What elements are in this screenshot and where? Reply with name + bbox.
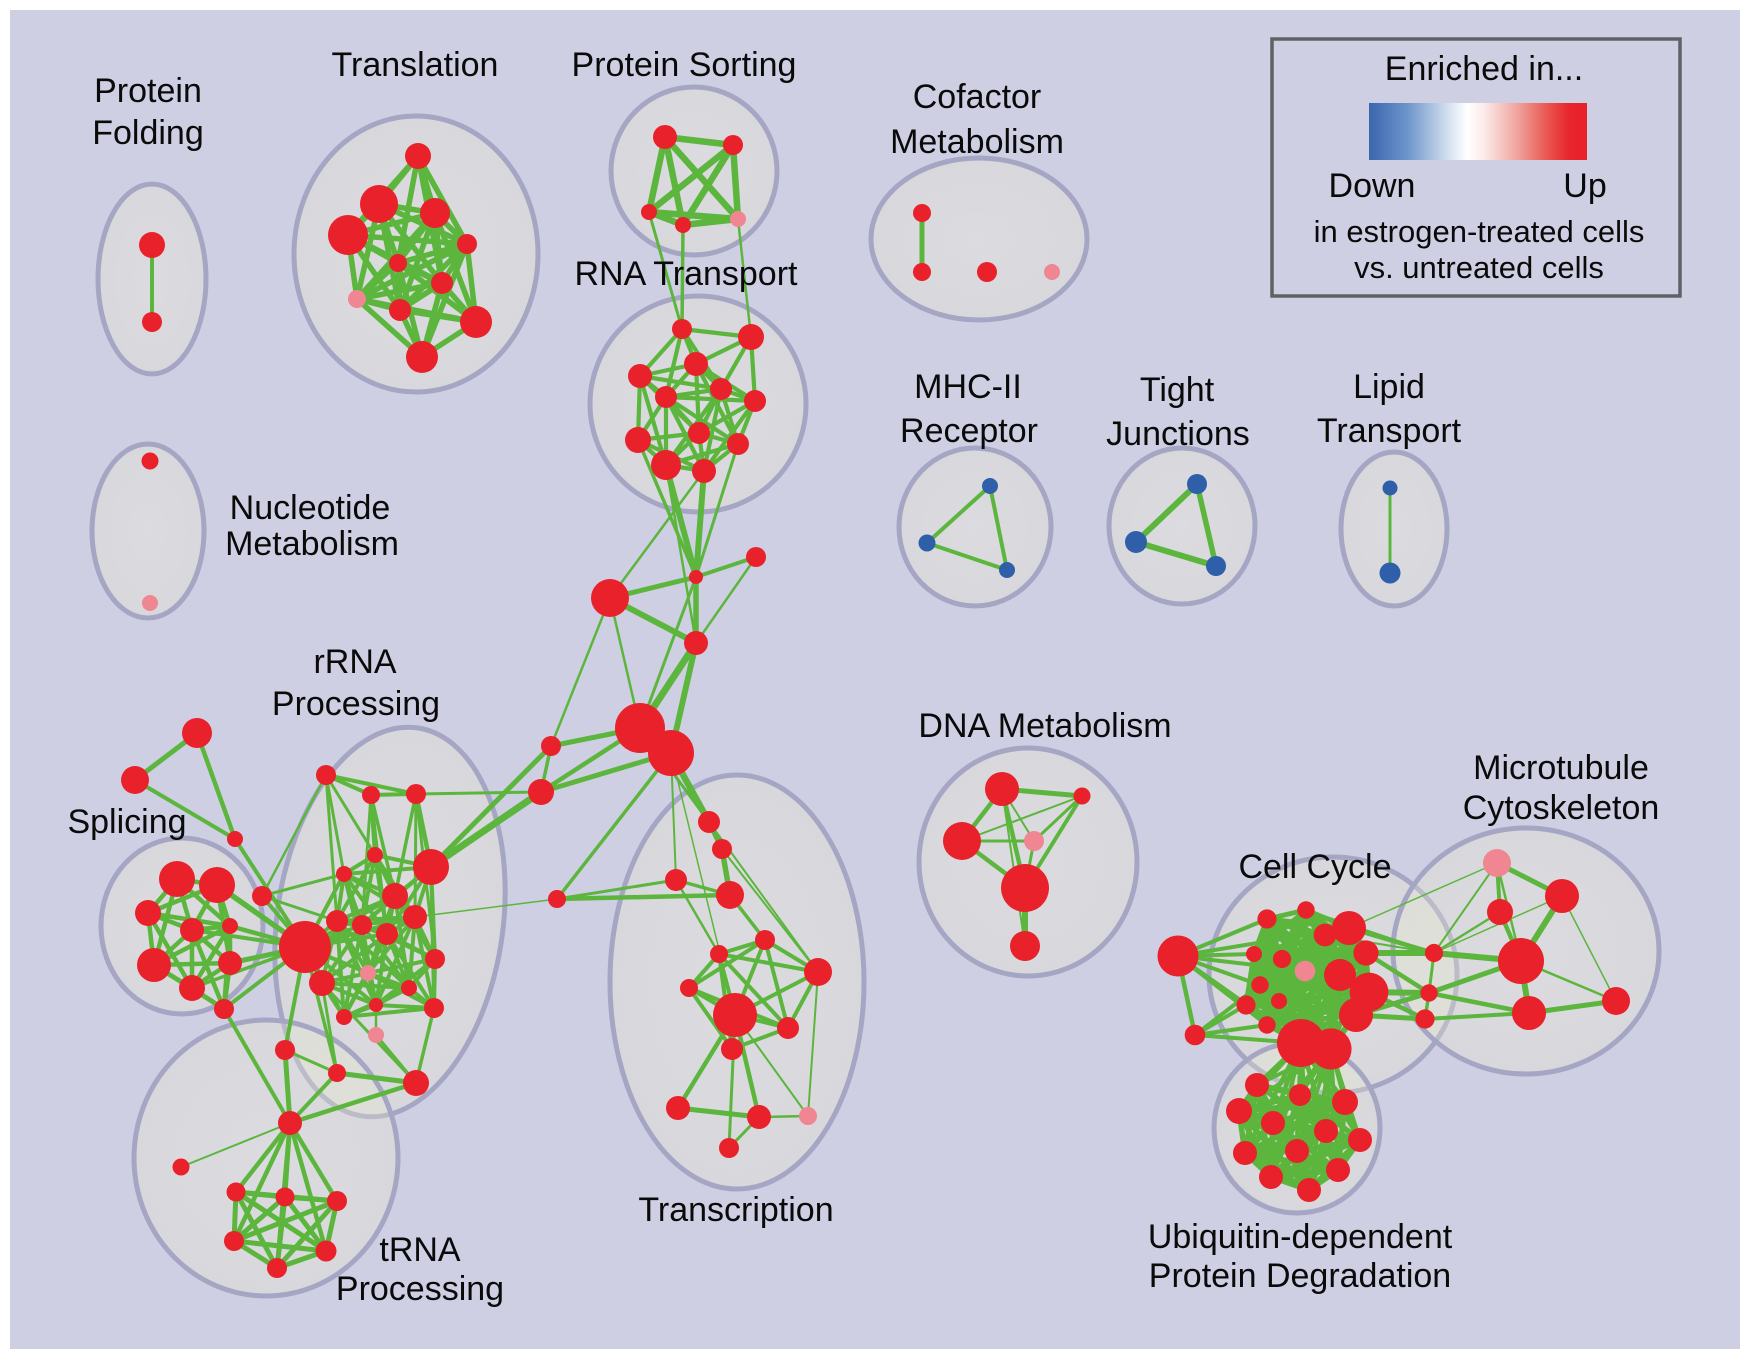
svg-text:Ubiquitin-dependent: Ubiquitin-dependent: [1148, 1218, 1453, 1256]
svg-text:tRNA: tRNA: [379, 1231, 461, 1269]
svg-text:Splicing: Splicing: [67, 803, 186, 841]
svg-text:MHC-II: MHC-II: [914, 368, 1022, 406]
svg-text:Processing: Processing: [336, 1270, 504, 1308]
svg-text:in estrogen-treated cells: in estrogen-treated cells: [1314, 214, 1645, 249]
svg-text:Tight: Tight: [1140, 371, 1215, 409]
svg-text:Cofactor: Cofactor: [913, 78, 1042, 116]
svg-text:Nucleotide: Nucleotide: [230, 489, 391, 527]
svg-text:Metabolism: Metabolism: [225, 525, 399, 563]
svg-text:RNA Transport: RNA Transport: [575, 255, 799, 293]
svg-text:Junctions: Junctions: [1106, 415, 1250, 453]
svg-text:Transcription: Transcription: [638, 1191, 833, 1229]
svg-text:Translation: Translation: [332, 46, 499, 84]
svg-text:rRNA: rRNA: [313, 643, 396, 681]
svg-text:Lipid: Lipid: [1353, 368, 1425, 406]
svg-text:Folding: Folding: [92, 114, 204, 152]
svg-text:Enriched in...: Enriched in...: [1385, 50, 1583, 88]
svg-text:Cell Cycle: Cell Cycle: [1238, 848, 1391, 886]
svg-text:Protein Degradation: Protein Degradation: [1149, 1257, 1451, 1295]
svg-text:Metabolism: Metabolism: [890, 123, 1064, 161]
svg-text:Microtubule: Microtubule: [1473, 749, 1649, 787]
svg-text:Receptor: Receptor: [900, 412, 1038, 450]
svg-text:Processing: Processing: [272, 685, 440, 723]
svg-text:Transport: Transport: [1317, 412, 1462, 450]
svg-text:Cytoskeleton: Cytoskeleton: [1463, 789, 1660, 827]
svg-text:vs. untreated cells: vs. untreated cells: [1354, 250, 1604, 285]
svg-text:Protein: Protein: [94, 72, 202, 110]
svg-text:Down: Down: [1329, 167, 1416, 205]
svg-text:DNA Metabolism: DNA Metabolism: [918, 707, 1171, 745]
svg-text:Up: Up: [1563, 167, 1606, 205]
svg-text:Protein Sorting: Protein Sorting: [572, 46, 797, 84]
